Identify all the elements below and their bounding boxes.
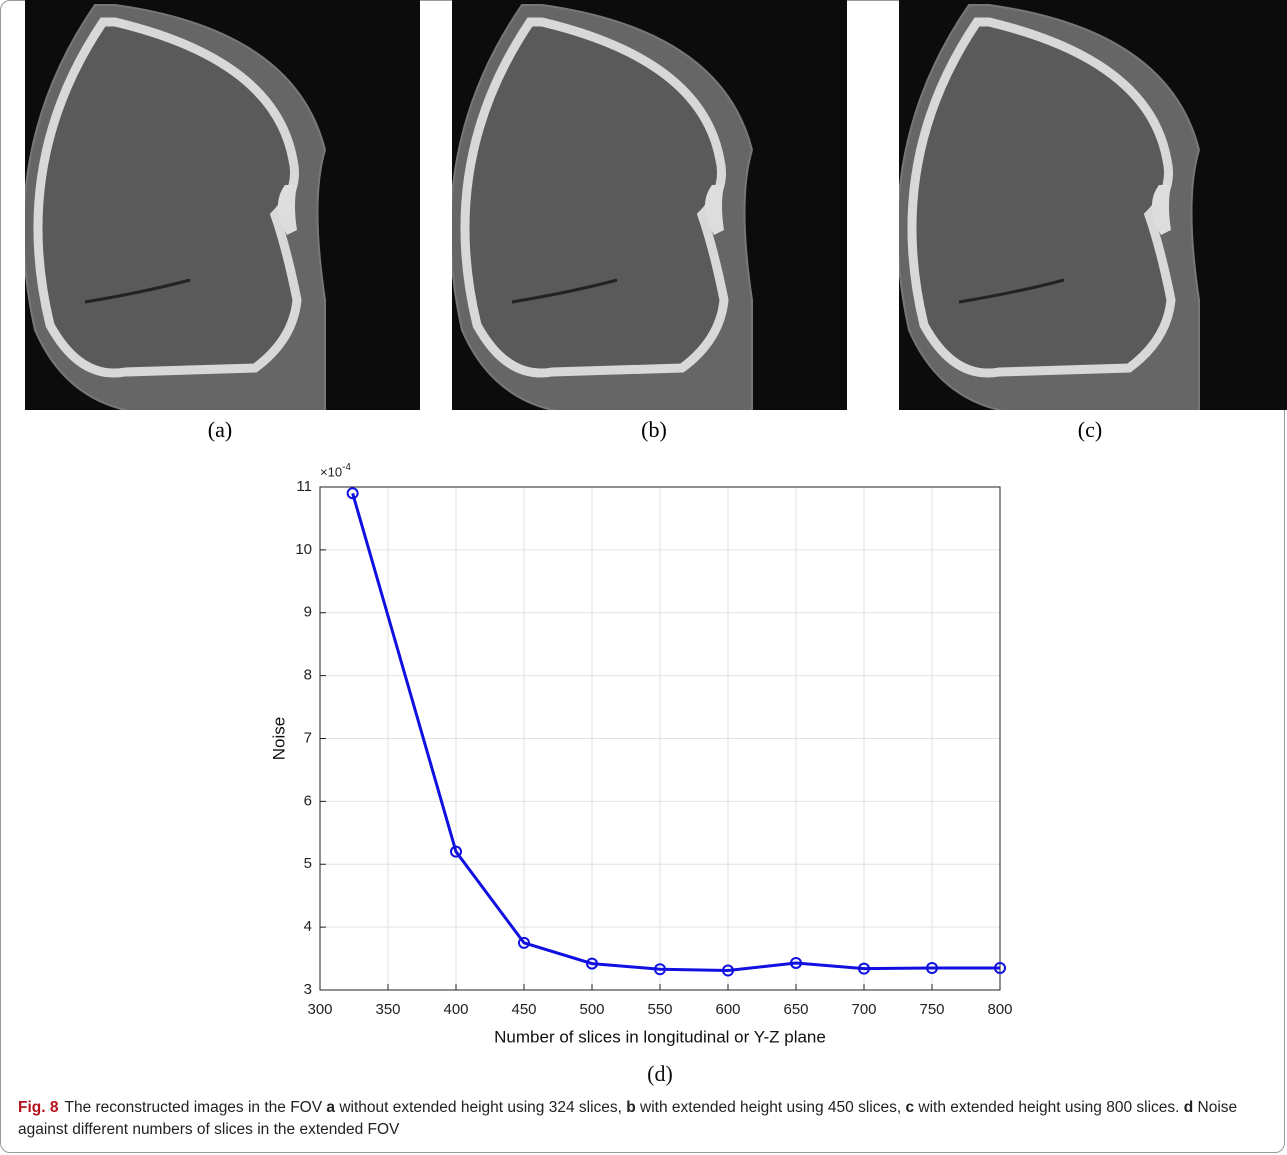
marker (858, 962, 870, 975)
marker (654, 963, 666, 976)
marker (586, 957, 598, 970)
caption-text: without extended height using 324 slices… (335, 1099, 627, 1116)
x-tick-label: 500 (579, 1001, 604, 1018)
line (351, 492, 1000, 973)
caption-label: Fig. 8 (18, 1099, 59, 1116)
x-tick-label: 800 (987, 1001, 1012, 1018)
y-tick-label: 11 (296, 478, 312, 495)
caption-text: d (1183, 1099, 1194, 1116)
y-tick-label: 9 (304, 604, 312, 621)
panel-label: (c) (1078, 417, 1102, 442)
marker (518, 936, 530, 949)
y-exponent-power: -4 (342, 462, 351, 473)
y-tick-label: 8 (304, 667, 312, 684)
caption-text: with extended height using 450 slices, (635, 1099, 906, 1116)
ct-image-a (24, 0, 420, 412)
x-tick-label: 400 (443, 1001, 468, 1018)
caption: Fig. 8 The reconstructed images in the FO… (18, 1097, 1273, 1141)
x-tick-label: 550 (647, 1001, 672, 1018)
y-tick-label: 7 (304, 729, 312, 746)
ct-image-c (898, 0, 1287, 412)
y-tick-label: 6 (304, 792, 312, 809)
marker (722, 964, 734, 977)
figure: (a) (b) (c) 300 350 400 450 500 550 600 650 700 7… (0, 0, 1287, 1086)
marker (790, 956, 802, 969)
marker (994, 961, 1006, 974)
axes-box (319, 486, 1001, 991)
x-tick-label: 600 (715, 1001, 740, 1018)
x-tick-label: 350 (375, 1001, 400, 1018)
marker (926, 961, 938, 974)
x-tick-label: 450 (511, 1001, 536, 1018)
panel-label: (a) (208, 417, 232, 442)
y-tick-label: 10 (295, 541, 312, 558)
marker (450, 845, 462, 858)
y-tick-label: 4 (304, 918, 312, 935)
caption-text: c (905, 1099, 915, 1116)
chart: 300 350 400 450 500 550 600 650 700 750 800 3 4 5 6 7 8 9… (269, 462, 1012, 1086)
ct-image-b (451, 0, 847, 412)
caption-text: a (326, 1099, 336, 1116)
y-axis-label: Noise (269, 717, 288, 760)
x-tick-label: 750 (919, 1001, 944, 1018)
y-tick-label: 5 (304, 855, 312, 872)
x-tick-label: 650 (783, 1001, 808, 1018)
y-tick-label: 3 (304, 981, 312, 998)
y-exponent: ×10-4 (320, 462, 351, 480)
caption-text: with extended height using 800 slices. (914, 1099, 1184, 1116)
panel-label: (d) (647, 1061, 673, 1086)
caption-text: Noise against different numbers of slice… (18, 1099, 1238, 1138)
marker (346, 487, 359, 500)
caption-text: b (626, 1099, 636, 1116)
x-tick-label: 700 (851, 1001, 876, 1018)
caption-text: The reconstructed images in the FOV (64, 1099, 327, 1116)
x-axis-label: Number of slices in longitudinal or Y-Z … (494, 1027, 826, 1046)
panel-label: (b) (641, 417, 667, 442)
x-tick-label: 300 (307, 1001, 332, 1018)
